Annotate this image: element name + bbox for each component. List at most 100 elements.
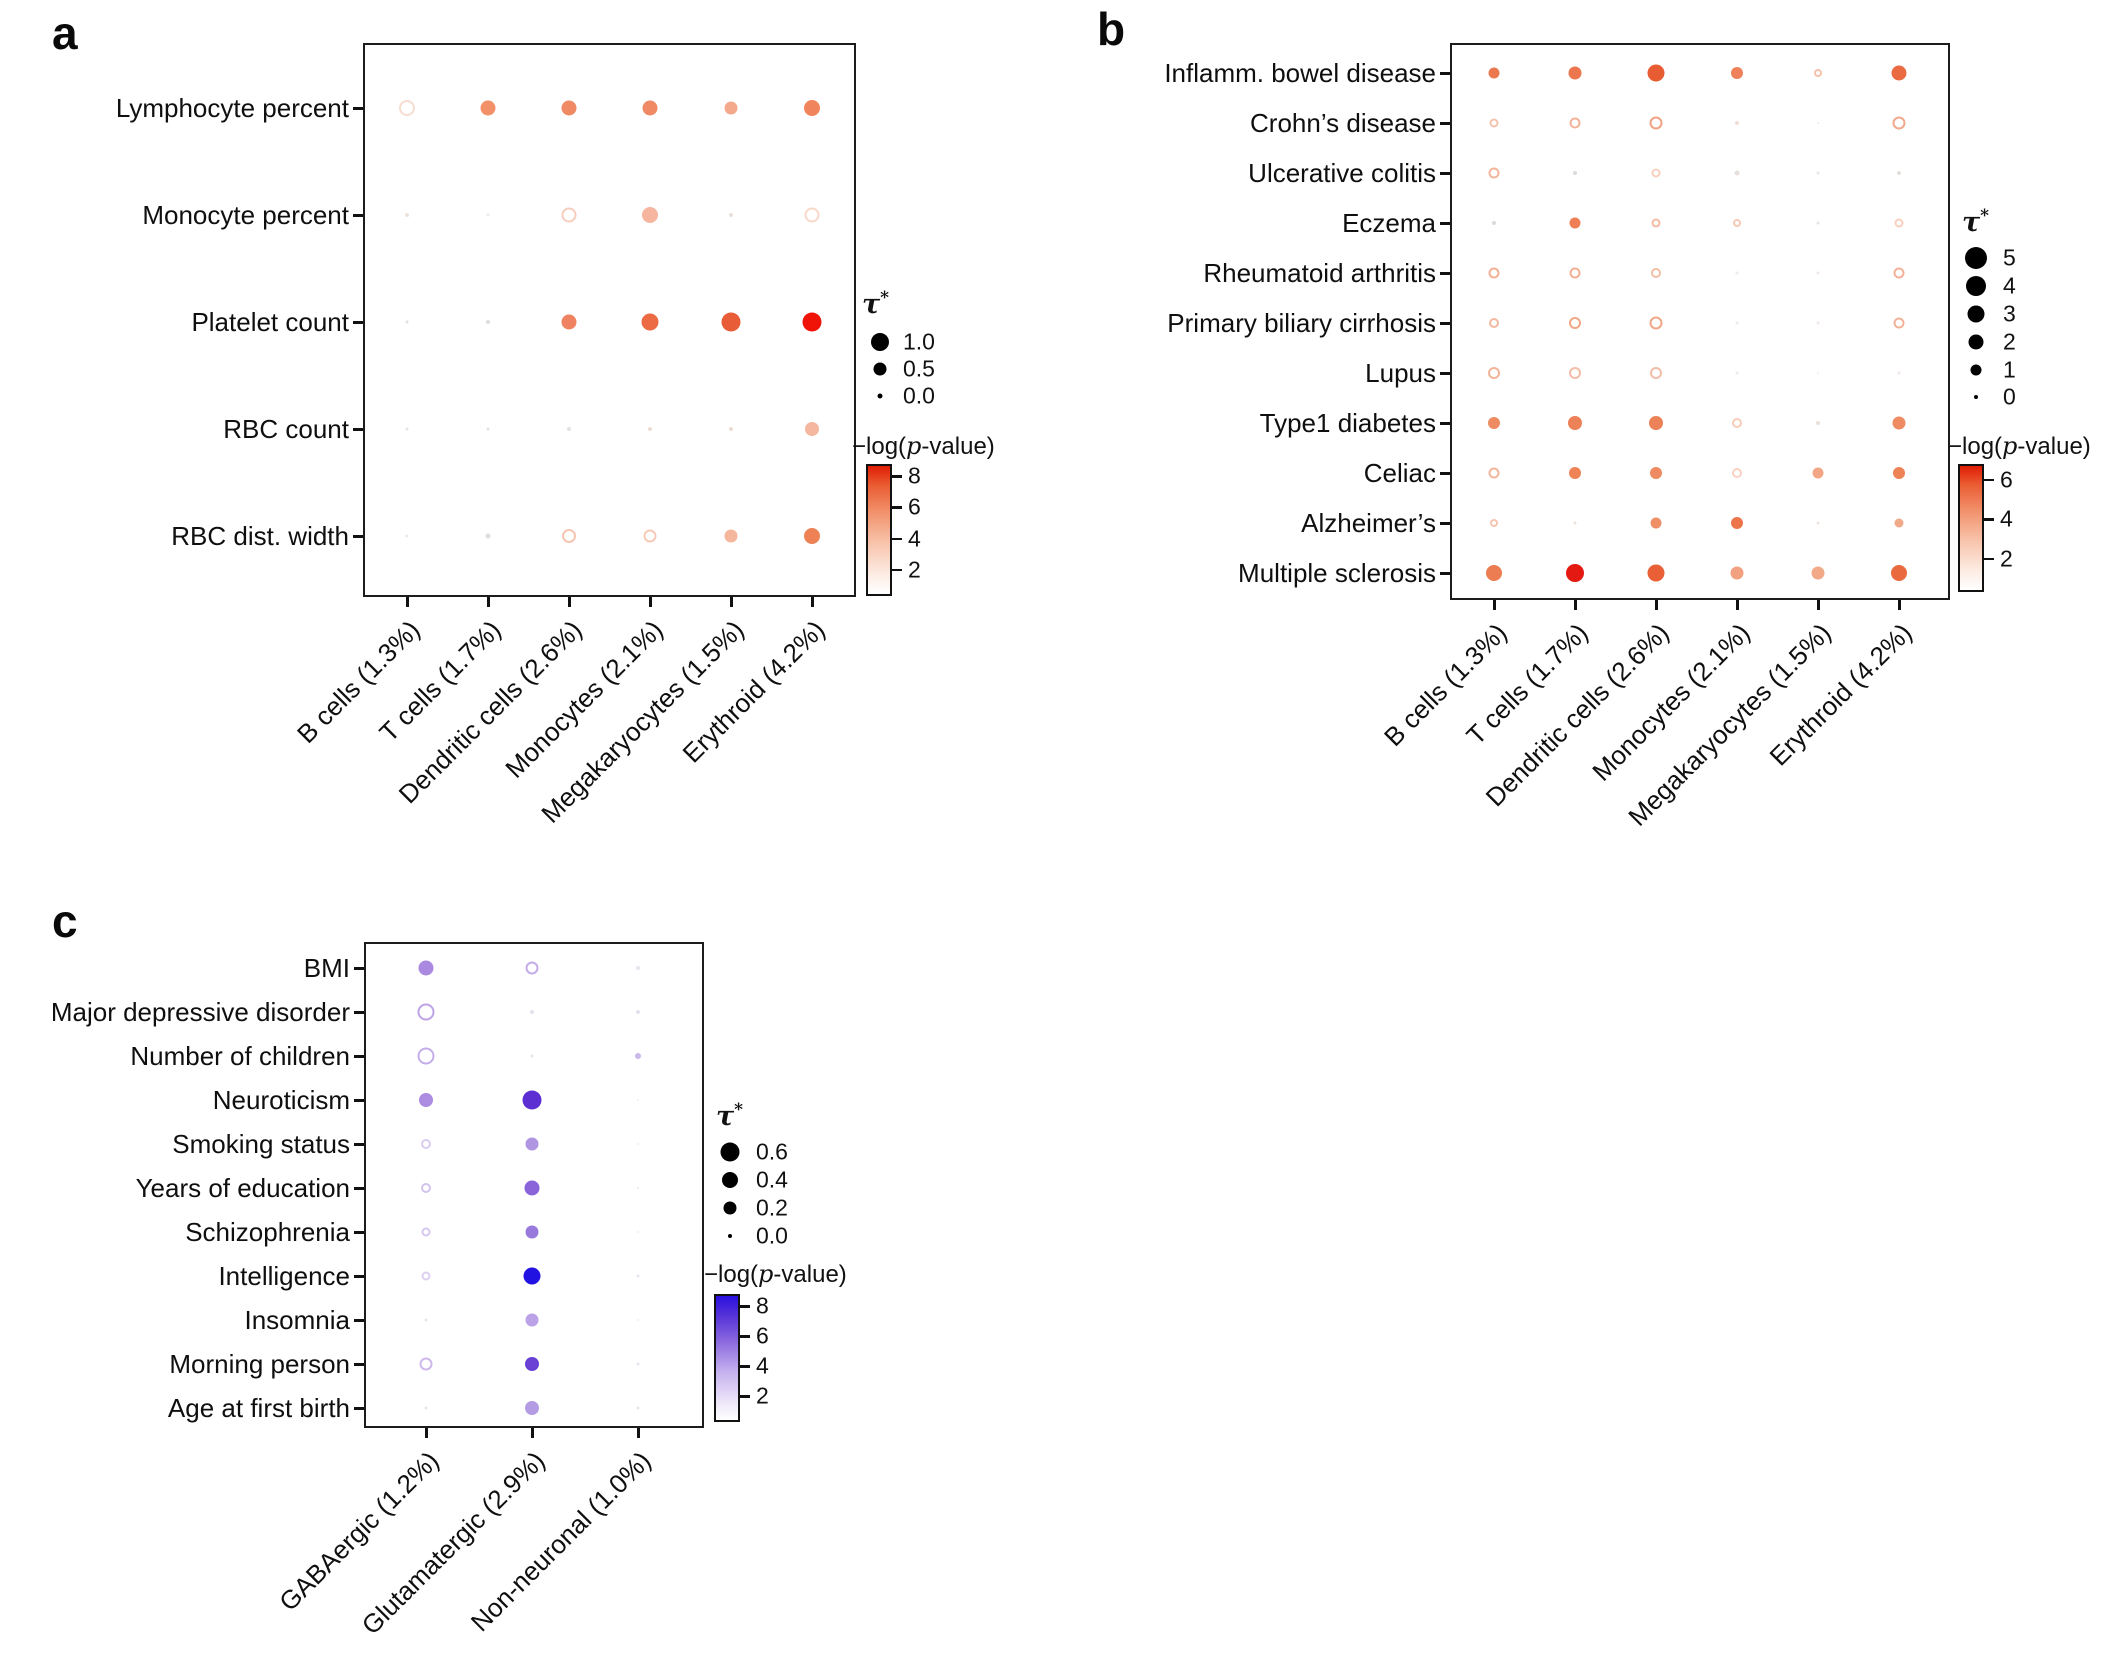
dot — [1817, 372, 1819, 374]
dot — [1566, 564, 1584, 582]
dot — [636, 1274, 640, 1278]
dot — [637, 1099, 639, 1101]
x-axis-tick — [1817, 600, 1820, 610]
y-axis-label: RBC dist. width — [171, 521, 349, 551]
dot — [1892, 416, 1906, 430]
y-axis-label: Monocyte percent — [142, 200, 349, 230]
dot — [485, 533, 491, 539]
dot — [1650, 467, 1662, 479]
dot — [561, 207, 577, 223]
dot — [1488, 167, 1500, 179]
legend-size-label: 3 — [2003, 300, 2016, 327]
legend-size-dot — [877, 393, 883, 399]
dot — [525, 1401, 539, 1415]
x-axis-tick — [568, 597, 571, 607]
dot — [1732, 418, 1742, 428]
y-axis-tick — [354, 1363, 364, 1366]
dot — [1735, 271, 1739, 275]
y-axis-label: Rheumatoid arthritis — [1203, 258, 1436, 288]
y-axis-tick — [1440, 72, 1450, 75]
colorbar-tick-label: 8 — [908, 462, 921, 489]
dot — [1492, 221, 1496, 225]
dot — [636, 1010, 640, 1014]
dot — [1894, 518, 1904, 528]
colorbar-tick-label: 4 — [756, 1352, 769, 1379]
colorbar-tick-label: 2 — [2000, 545, 2013, 572]
y-axis-label: Alzheimer’s — [1301, 508, 1436, 538]
legend-pvalue-title: −log(p-value) — [1948, 432, 2091, 460]
dot — [561, 314, 577, 330]
x-axis-tick — [637, 1428, 640, 1438]
legend-pvalue-title: −log(p-value) — [852, 432, 995, 460]
dot — [1651, 218, 1661, 228]
dot — [405, 320, 409, 324]
dot — [1814, 69, 1822, 77]
dot — [1569, 117, 1581, 129]
dot — [1488, 467, 1500, 479]
dot — [1573, 521, 1577, 525]
legend-size-dot — [723, 1201, 737, 1215]
dot — [641, 313, 659, 331]
y-axis-label: Insomnia — [244, 1305, 351, 1335]
dot — [530, 1054, 534, 1058]
colorbar-tick — [740, 1305, 750, 1308]
dot — [1730, 566, 1744, 580]
dot — [1649, 316, 1663, 330]
dot — [1897, 371, 1901, 375]
dot — [486, 320, 490, 324]
y-axis-tick — [354, 1011, 364, 1014]
dot — [421, 1139, 431, 1149]
dot — [1488, 367, 1500, 379]
y-axis-tick — [354, 1407, 364, 1410]
dot — [1650, 367, 1662, 379]
dot — [1733, 219, 1741, 227]
dot — [1816, 521, 1820, 525]
legend-size-label: 2 — [2003, 328, 2016, 355]
y-axis-tick — [1440, 272, 1450, 275]
y-axis-label: Primary biliary cirrhosis — [1167, 308, 1436, 338]
y-axis-label: Platelet count — [191, 307, 349, 337]
y-axis-label: Years of education — [135, 1173, 350, 1203]
legend-size-label: 0.0 — [903, 382, 935, 409]
legend-size-title: τ* — [716, 1100, 744, 1132]
dot — [1486, 565, 1502, 581]
dot — [567, 427, 571, 431]
dot — [1647, 564, 1665, 582]
dot — [1569, 267, 1581, 279]
y-axis-label: Type1 diabetes — [1259, 408, 1436, 438]
x-axis-tick — [1574, 600, 1577, 610]
colorbar-tick — [892, 537, 902, 541]
dot — [1647, 64, 1665, 82]
y-axis-label: Neuroticism — [212, 1085, 350, 1115]
dot — [1732, 468, 1742, 478]
y-axis-tick — [1440, 172, 1450, 175]
dot — [1894, 218, 1904, 228]
x-axis-label: Non-neuronal (1.0%) — [464, 1445, 657, 1638]
y-axis-tick — [353, 321, 363, 324]
dot — [1731, 67, 1743, 79]
colorbar-tick — [892, 475, 902, 478]
dot — [724, 529, 738, 543]
y-axis-label: RBC count — [223, 414, 349, 444]
colorbar-tick-label: 6 — [756, 1322, 769, 1349]
dot — [1891, 565, 1907, 581]
legend-size-label: 0.4 — [756, 1166, 788, 1193]
y-axis-label: Schizophrenia — [185, 1217, 350, 1247]
colorbar-tick — [1984, 557, 1994, 561]
x-axis-tick — [1493, 600, 1496, 610]
colorbar-tick-label: 6 — [2000, 466, 2013, 493]
legend-size-label: 5 — [2003, 244, 2016, 271]
y-axis-label: Crohn’s disease — [1250, 108, 1436, 138]
dot — [421, 1271, 431, 1281]
y-axis-tick — [1440, 422, 1450, 425]
dot — [636, 1362, 640, 1366]
colorbar-tick-label: 4 — [908, 525, 921, 552]
dot — [1897, 171, 1901, 175]
legend-size-label: 1 — [2003, 356, 2016, 383]
y-axis-tick — [1440, 472, 1450, 475]
y-axis-tick — [354, 1231, 364, 1234]
y-axis-tick — [354, 1143, 364, 1146]
dot — [1892, 116, 1906, 130]
dot — [1735, 321, 1739, 325]
plot-area — [1450, 43, 1950, 600]
